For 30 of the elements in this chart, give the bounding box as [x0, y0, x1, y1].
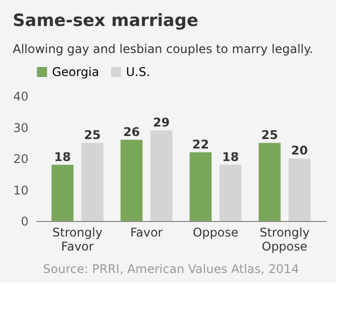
data-label: 25: [84, 128, 101, 142]
bar: [288, 158, 310, 221]
x-tick-label: Strongly Oppose: [260, 226, 310, 254]
data-label: 25: [261, 128, 278, 142]
source-note: Source: PRRI, American Values Atlas, 2014: [43, 262, 299, 276]
y-tick-label: 40: [13, 90, 28, 104]
chart-subtitle: Allowing gay and lesbian couples to marry legally.: [12, 42, 314, 56]
chart-title: Same-sex marriage: [12, 11, 198, 31]
y-tick-label: 0: [20, 214, 28, 228]
bar: [258, 142, 281, 221]
data-label: 29: [153, 115, 170, 130]
y-tick-label: 10: [13, 183, 28, 198]
data-label: 18: [54, 150, 71, 164]
legend-label: Georgia: [52, 65, 100, 79]
bar: [120, 140, 143, 221]
bar: [219, 164, 242, 221]
legend-label: U.S.: [126, 65, 150, 79]
bar: [190, 152, 212, 221]
data-label: 22: [192, 137, 209, 152]
x-tick-label: Favor: [130, 226, 163, 240]
data-label: 18: [222, 150, 239, 164]
y-tick-label: 30: [13, 120, 28, 135]
bar: [150, 130, 172, 221]
x-tick-label: Strongly Favor: [52, 226, 102, 254]
x-tick-label: Oppose: [192, 226, 238, 240]
data-label: 26: [123, 124, 140, 139]
bar: [81, 142, 104, 221]
y-tick-label: 20: [13, 152, 28, 166]
bar: [52, 164, 74, 221]
data-label: 20: [291, 144, 308, 158]
